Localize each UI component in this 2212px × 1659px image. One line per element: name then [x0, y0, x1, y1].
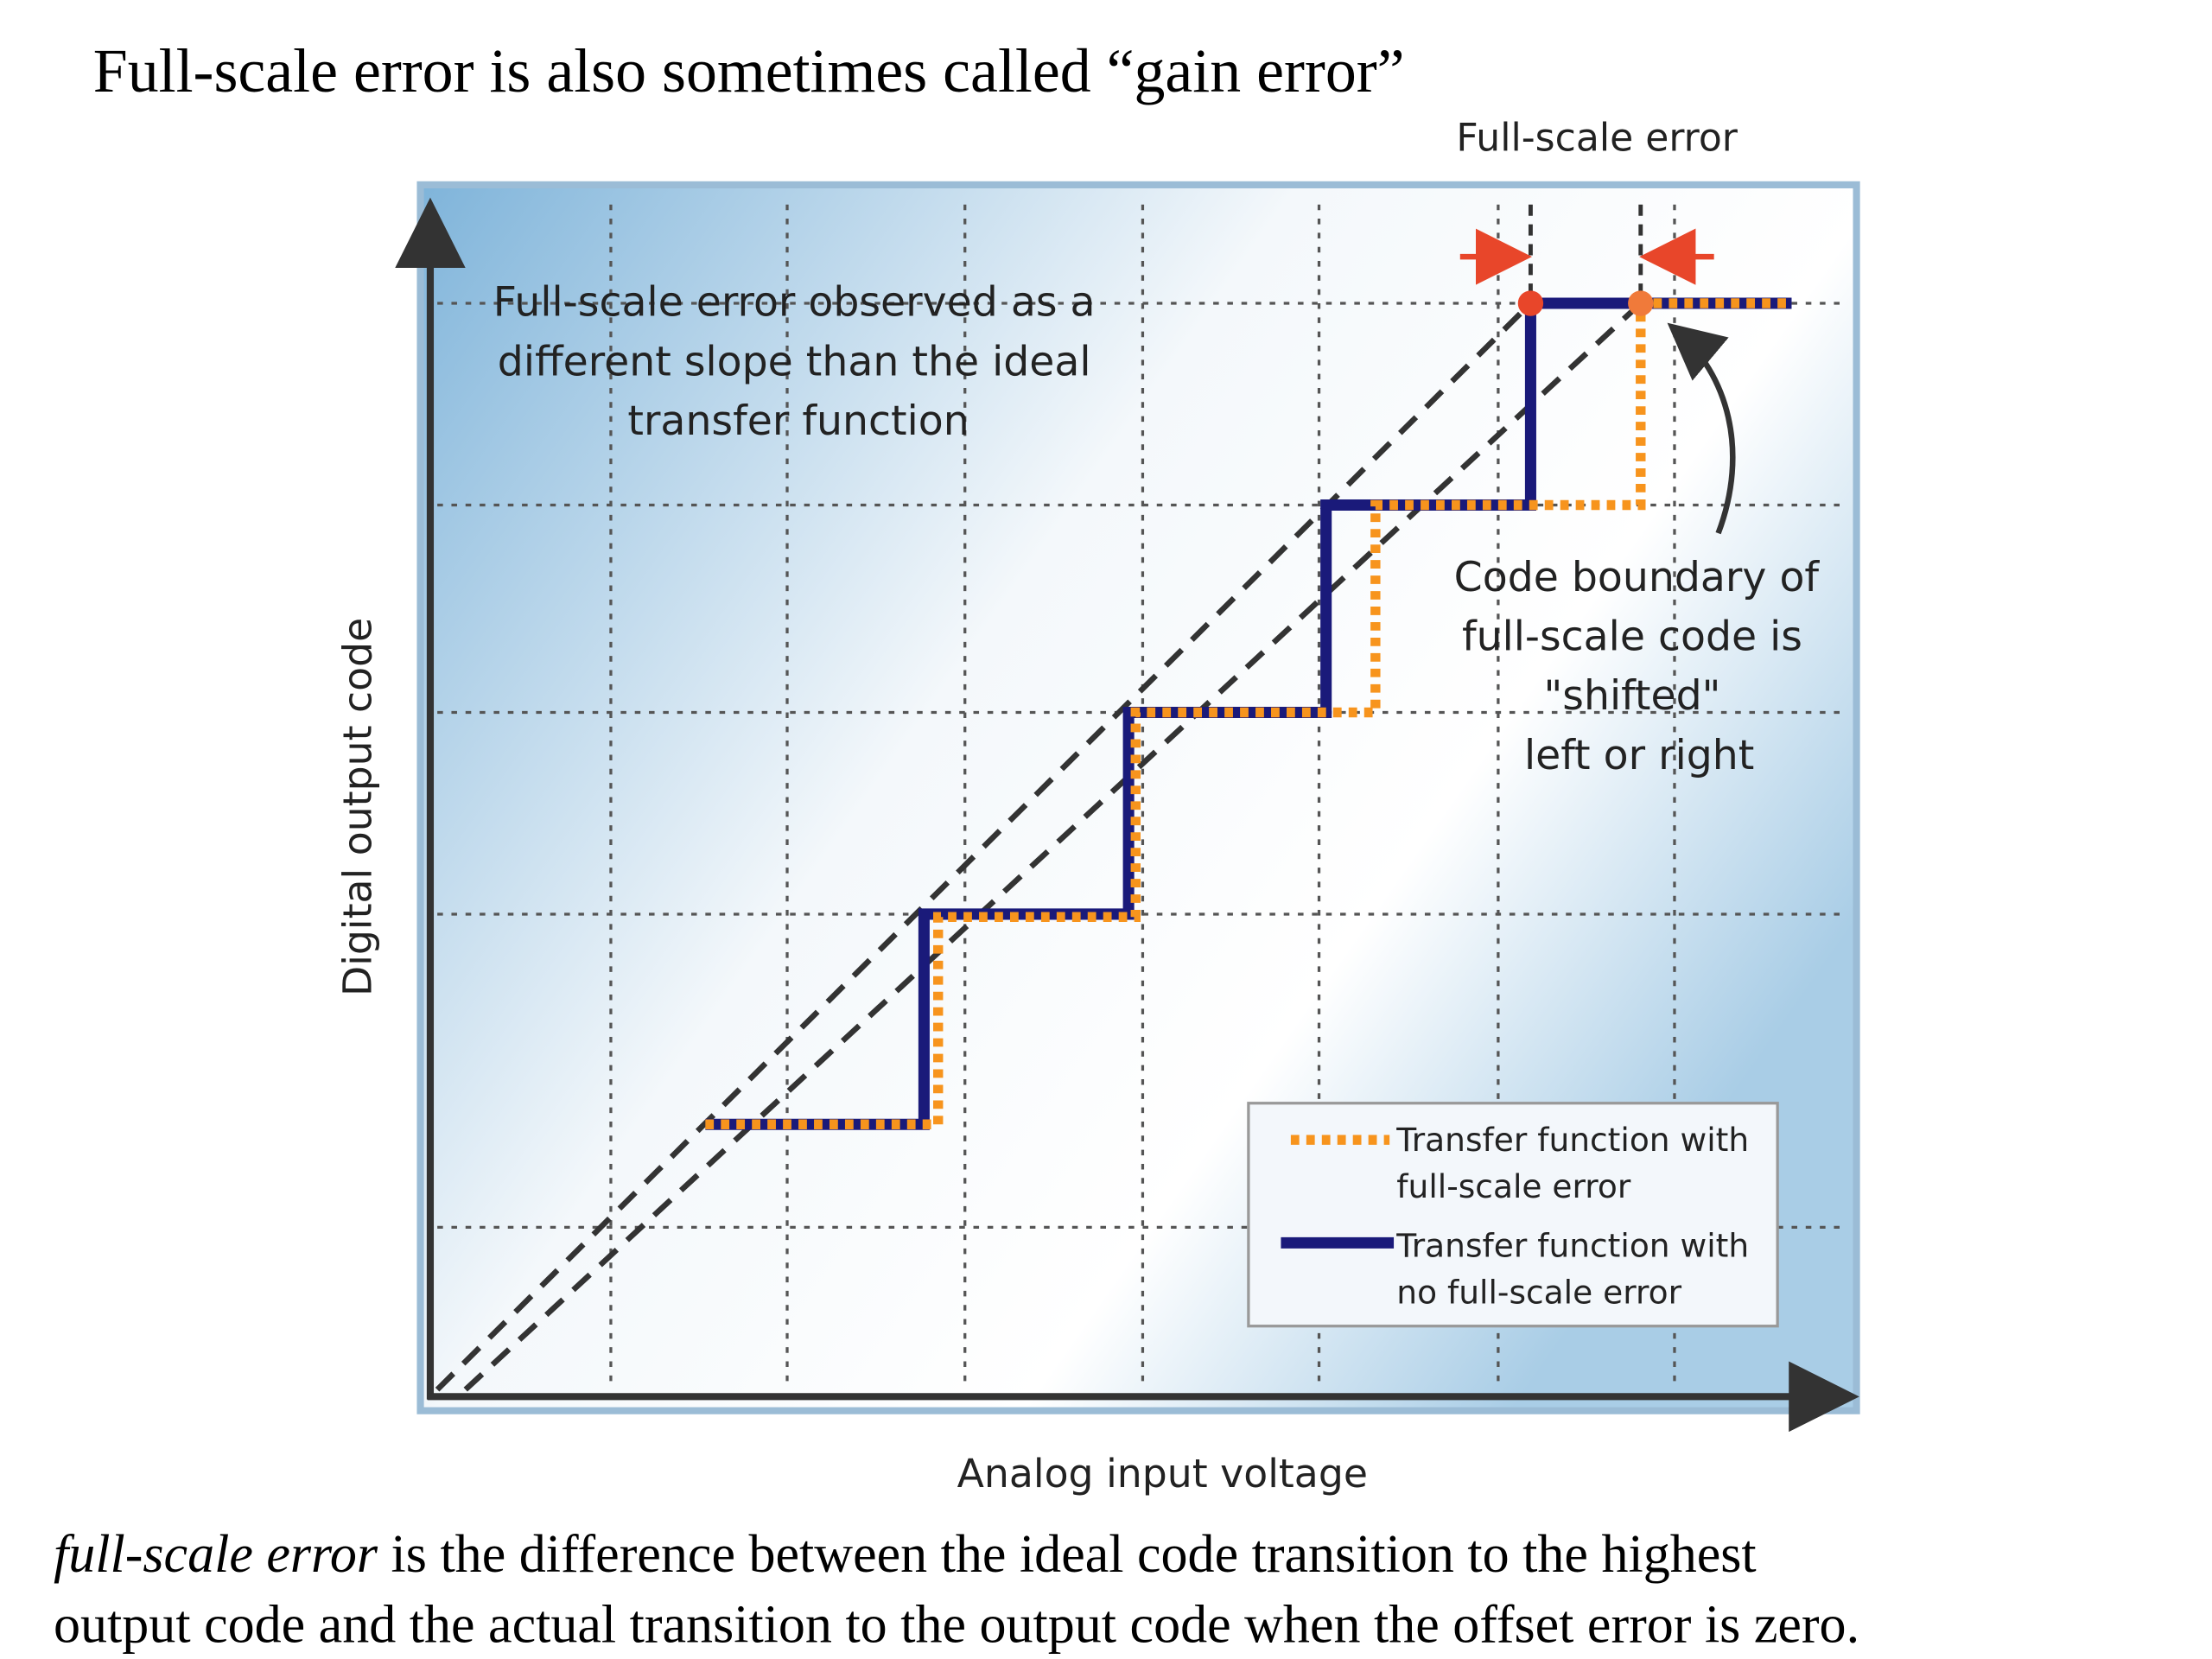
boundary-line: "shifted" — [1544, 672, 1721, 720]
boundary-line: full-scale code is — [1462, 613, 1802, 661]
legend-text: Transfer function with — [1395, 1227, 1749, 1265]
caption-text: is the difference between the ideal code… — [391, 1525, 1757, 1584]
annotation-line: different slope than the ideal — [498, 338, 1091, 385]
legend: Transfer function with full-scale error … — [1247, 1102, 1779, 1328]
x-axis-label: Analog input voltage — [957, 1451, 1368, 1497]
top-label: Full-scale error — [1456, 117, 1738, 161]
diagram: Full-scale error Full-scale error observ… — [334, 117, 1860, 1497]
legend-box — [1247, 1102, 1779, 1328]
legend-text: no full-scale error — [1396, 1274, 1681, 1312]
caption-line: output code and the actual transition to… — [54, 1595, 1859, 1654]
grid — [437, 204, 1841, 1390]
caption: full-scale error is the difference betwe… — [54, 1525, 1859, 1655]
caption-line: full-scale error is the difference betwe… — [54, 1525, 1757, 1584]
annotation: Full-scale error observed as a different… — [493, 279, 1096, 445]
annotation-line: Full-scale error observed as a — [493, 279, 1096, 327]
legend-text: full-scale error — [1396, 1167, 1631, 1205]
error-staircase — [705, 298, 1792, 1129]
boundary-line: left or right — [1524, 732, 1754, 779]
slide-title: Full-scale error is also sometimes calle… — [93, 36, 1405, 105]
curved-arrow — [1667, 322, 1736, 535]
y-axis-label: Digital output code — [334, 618, 380, 996]
caption-term: full-scale error — [54, 1525, 378, 1584]
ideal-line — [435, 301, 1533, 1392]
boundary-line: Code boundary of — [1454, 554, 1821, 601]
marker-dot — [1517, 290, 1544, 316]
boundary-note: Code boundary of full-scale code is "shi… — [1454, 554, 1821, 779]
marker-dot — [1628, 290, 1654, 316]
legend-text: Transfer function with — [1395, 1121, 1749, 1159]
annotation-line: transfer function — [627, 397, 969, 445]
gain-line — [463, 301, 1643, 1392]
